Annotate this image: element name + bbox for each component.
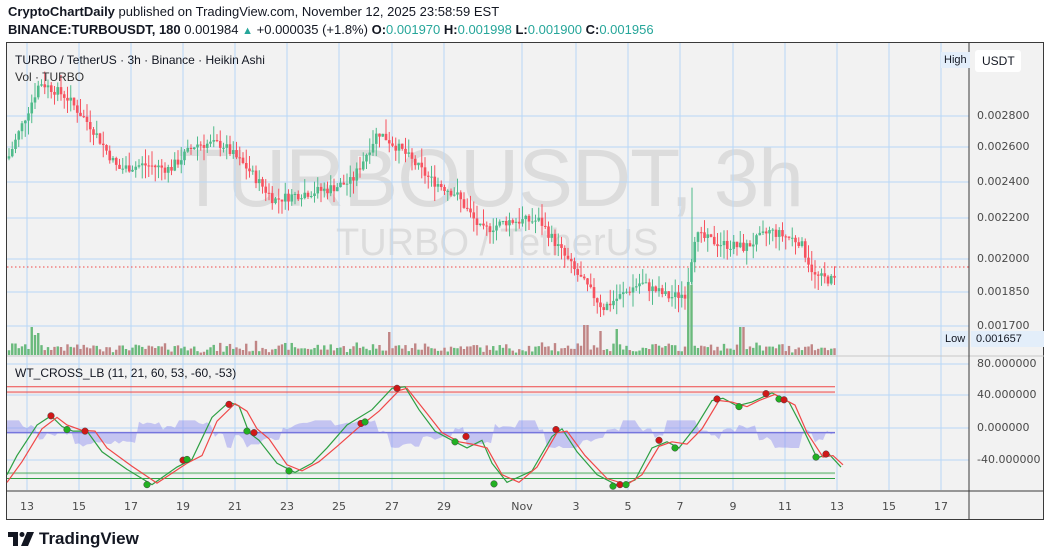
price-tick: 0.002800 (977, 109, 1030, 122)
oscillator-tick: 40.000000 (977, 388, 1037, 401)
time-tick: 7 (676, 500, 684, 513)
legend-indicator[interactable]: WT_CROSS_LB (11, 21, 60, 53, -60, -53) (15, 366, 237, 380)
time-tick: 3 (572, 500, 580, 513)
price-tick: 0.002000 (977, 252, 1030, 265)
time-tick: 13 (20, 500, 34, 513)
high-tag: High (941, 52, 970, 68)
low-value: 0.001900 (527, 22, 582, 37)
up-arrow-icon: ▲ (242, 25, 254, 37)
legend-volume[interactable]: Vol · TURBO (15, 70, 85, 84)
time-tick: 17 (934, 500, 948, 513)
low-tag: Low (942, 331, 969, 347)
symbol: BINANCE:TURBOUSDT, 180 (8, 22, 181, 37)
time-tick: 25 (332, 500, 346, 513)
oscillator-tick: 80.000000 (977, 357, 1037, 370)
time-tick: Nov (511, 500, 533, 513)
price-tick: 0.002600 (977, 140, 1030, 153)
publisher-line: CryptoChartDaily published on TradingVie… (8, 4, 499, 19)
price-tick: 0.002200 (977, 211, 1030, 224)
time-tick: 13 (830, 500, 844, 513)
currency-button[interactable]: USDT (975, 50, 1021, 72)
price-tick: 0.002400 (977, 175, 1030, 188)
time-tick: 17 (124, 500, 138, 513)
time-tick: 9 (729, 500, 737, 513)
brand-name: TradingView (39, 529, 139, 548)
time-tick: 29 (437, 500, 451, 513)
author-name[interactable]: CryptoChartDaily (8, 4, 115, 19)
open-value: 0.001970 (386, 22, 441, 37)
close-label: C: (585, 22, 600, 37)
time-tick: 19 (176, 500, 190, 513)
symbol-line: BINANCE:TURBOUSDT, 180 0.001984 ▲ +0.000… (8, 22, 654, 37)
close-value: 0.001956 (599, 22, 654, 37)
low-label: L: (515, 22, 528, 37)
time-tick: 21 (228, 500, 242, 513)
price-tick: 0.001700 (977, 319, 1030, 332)
legend-title[interactable]: TURBO / TetherUS · 3h · Binance · Heikin… (15, 53, 265, 67)
oscillator-tick: 0.000000 (977, 421, 1030, 434)
price-tick: 0.001850 (977, 285, 1030, 298)
chart-frame[interactable] (6, 42, 1044, 520)
tradingview-logo-icon (8, 532, 34, 546)
open-label: O: (371, 22, 387, 37)
time-tick: 15 (882, 500, 896, 513)
oscillator-tick: -40.000000 (977, 453, 1041, 466)
time-tick: 23 (280, 500, 294, 513)
last-price: 0.001984 (184, 22, 239, 37)
high-value: 0.001998 (457, 22, 512, 37)
price-change: +0.000035 (+1.8%) (256, 22, 368, 37)
high-label: H: (443, 22, 458, 37)
time-tick: 11 (778, 500, 792, 513)
time-tick: 5 (624, 500, 632, 513)
low-value-tag: 0.001657 (971, 331, 1044, 347)
time-tick: 15 (72, 500, 86, 513)
time-tick: 27 (385, 500, 399, 513)
tradingview-brand[interactable]: TradingView (8, 529, 139, 549)
published-text: published on TradingView.com, November 1… (114, 4, 500, 19)
